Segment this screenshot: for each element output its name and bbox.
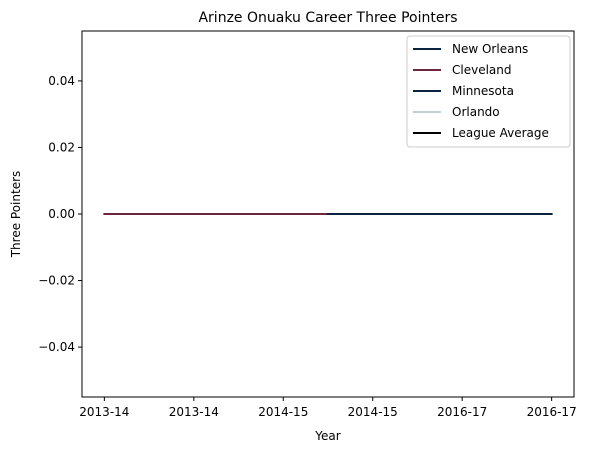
legend-label-cleveland: Cleveland (452, 63, 512, 77)
x-tick-label: 2016-17 (437, 405, 487, 419)
x-axis: 2013-14 2013-14 2014-15 2014-15 2016-17 2016-… (79, 397, 577, 419)
legend-box (406, 35, 571, 148)
y-tick-label: −0.04 (38, 340, 75, 354)
x-tick-label: 2014-15 (258, 405, 308, 419)
x-tick-label: 2013-14 (169, 405, 219, 419)
legend-label-new-orleans: New Orleans (452, 42, 528, 56)
y-tick-label: 0.02 (48, 140, 75, 154)
legend-label-league-average: League Average (452, 126, 549, 140)
y-axis: −0.04 −0.02 0.00 0.02 0.04 (38, 74, 82, 354)
chart-title: Arinze Onuaku Career Three Pointers (198, 10, 457, 26)
y-tick-label: −0.02 (38, 274, 75, 288)
y-tick-label: 0.00 (48, 207, 75, 221)
y-axis-label: Three Pointers (9, 171, 23, 259)
x-tick-label: 2016-17 (527, 405, 577, 419)
x-tick-label: 2013-14 (79, 405, 129, 419)
x-axis-label: Year (314, 429, 340, 443)
legend-label-minnesota: Minnesota (452, 84, 514, 98)
x-tick-label: 2014-15 (348, 405, 398, 419)
y-tick-label: 0.04 (48, 74, 75, 88)
legend-label-orlando: Orlando (452, 105, 500, 119)
legend: New Orleans Cleveland Minnesota Orlando Leag… (406, 35, 571, 148)
